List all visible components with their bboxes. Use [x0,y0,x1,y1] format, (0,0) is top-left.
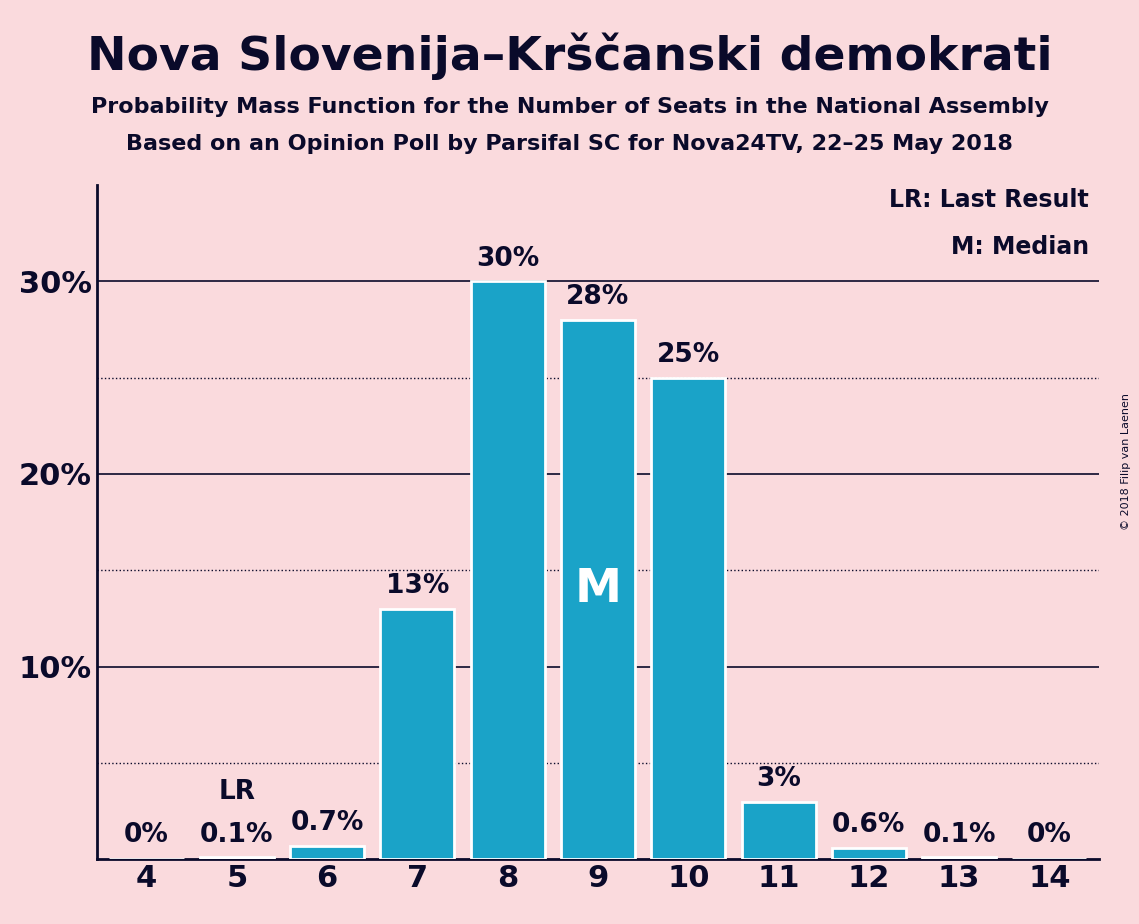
Text: 0.1%: 0.1% [923,821,995,847]
Text: Nova Slovenija–Krščanski demokrati: Nova Slovenija–Krščanski demokrati [87,32,1052,79]
Text: 0%: 0% [124,821,169,847]
Bar [290,845,364,859]
Text: 28%: 28% [566,284,630,310]
Text: 13%: 13% [386,573,449,599]
Bar [831,847,906,859]
Text: © 2018 Filip van Laenen: © 2018 Filip van Laenen [1121,394,1131,530]
Bar [652,378,726,859]
Text: 0.1%: 0.1% [200,821,273,847]
Text: 0.7%: 0.7% [290,810,363,836]
Bar [923,857,997,859]
Bar [741,801,816,859]
Bar [560,320,636,859]
Text: Based on an Opinion Poll by Parsifal SC for Nova24TV, 22–25 May 2018: Based on an Opinion Poll by Parsifal SC … [126,134,1013,154]
Text: LR: Last Result: LR: Last Result [890,188,1089,213]
Text: 0%: 0% [1027,821,1072,847]
Text: M: Median: M: Median [951,236,1089,260]
Bar [199,857,273,859]
Bar [380,609,454,859]
Text: 25%: 25% [657,342,720,368]
Text: 30%: 30% [476,246,539,272]
Text: Probability Mass Function for the Number of Seats in the National Assembly: Probability Mass Function for the Number… [91,97,1048,117]
Text: 0.6%: 0.6% [833,812,906,838]
Text: 3%: 3% [756,766,801,792]
Text: M: M [574,567,622,612]
Bar [470,281,544,859]
Text: LR: LR [219,779,255,806]
